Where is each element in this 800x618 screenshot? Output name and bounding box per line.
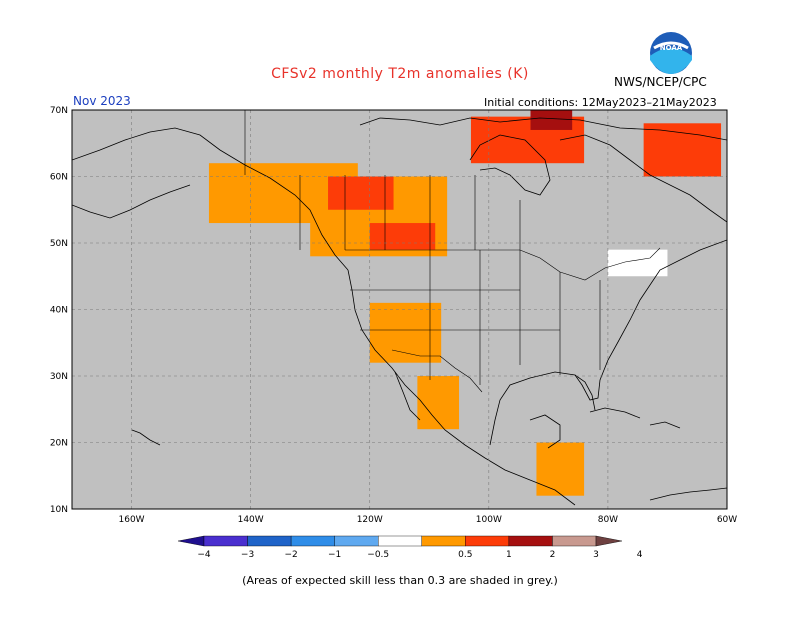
lat-tick-label: 70N — [50, 106, 68, 116]
colorbar-tick-label: −4 — [197, 550, 211, 560]
agency-label: NWS/NCEP/CPC — [614, 75, 707, 89]
colorbar-bin — [595, 535, 623, 547]
noaa-logo-icon: NOAA — [650, 32, 692, 74]
anomaly-region-great-lakes-neutral — [607, 249, 668, 277]
coastline-yucatan — [529, 414, 561, 449]
coastline-florida — [574, 239, 727, 401]
colorbar-tick-label: −3 — [241, 550, 254, 560]
lon-tick-label: 120W — [357, 515, 383, 525]
lat-tick-label: 40N — [50, 306, 68, 316]
longitude-labels: 160W 140W 120W 100W 80W 60W — [119, 515, 738, 525]
colorbar-bin — [334, 535, 379, 547]
map-frame — [71, 109, 728, 510]
lon-tick-label: 80W — [598, 515, 618, 525]
lon-tick-label: 60W — [717, 515, 737, 525]
colorbar: −4 −3 −2 −1 −0.5 0.5 1 2 3 4 — [177, 535, 643, 560]
colorbar-tick-label: 0.5 — [458, 550, 472, 560]
coastline-south-america — [649, 487, 727, 501]
colorbar-tick-label: 2 — [550, 550, 556, 560]
lon-tick-label: 100W — [476, 515, 502, 525]
coastline-hudson-bay — [469, 134, 551, 196]
colorbar-tick-label: −1 — [328, 550, 341, 560]
anomaly-region-central-america — [536, 442, 585, 496]
border-us-mexico — [391, 349, 483, 393]
colorbar-bin — [552, 535, 597, 547]
coastline-pacific-us — [347, 269, 576, 506]
colorbar-tick-label: −0.5 — [367, 550, 389, 560]
coastlines — [72, 117, 727, 506]
anomaly-region-alberta — [369, 223, 436, 250]
colorbar-bin — [508, 535, 553, 547]
latitude-labels: 10N 20N 30N 40N 50N 60N 70N — [50, 106, 68, 515]
anomaly-region-southwest-us — [369, 302, 442, 363]
anomaly-region-mexico-west — [417, 376, 460, 430]
lon-tick-label: 140W — [238, 515, 264, 525]
political-boundaries — [244, 110, 661, 393]
colorbar-bin — [203, 535, 248, 547]
lon-tick-label: 160W — [119, 515, 145, 525]
map-title: CFSv2 monthly T2m anomalies (K) — [271, 66, 529, 82]
colorbar-tick-label: −2 — [284, 550, 297, 560]
coastline-arctic-islands — [359, 117, 727, 141]
colorbar-bin — [378, 535, 422, 547]
lat-tick-label: 10N — [50, 505, 68, 515]
anomaly-region-hudson-core — [530, 110, 573, 130]
coastline-gulf — [489, 371, 596, 446]
graticule — [72, 110, 727, 509]
colorbar-bin — [465, 535, 510, 547]
noaa-logo-text: NOAA — [660, 44, 683, 52]
colorbar-bin — [247, 535, 292, 547]
colorbar-tick-label: 3 — [593, 550, 599, 560]
colorbar-tick-label: 4 — [637, 550, 643, 560]
lat-tick-label: 30N — [50, 372, 68, 382]
skill-footnote: (Areas of expected skill less than 0.3 a… — [242, 574, 558, 587]
anomaly-region-bc-interior — [328, 176, 394, 210]
coastline-hawaii — [131, 429, 161, 446]
colorbar-tick-label: 1 — [506, 550, 512, 560]
coastline-alaska — [72, 127, 349, 271]
coastline-aleutians — [72, 184, 191, 219]
colorbar-bin — [290, 535, 335, 547]
border-state-lines — [350, 250, 601, 385]
colorbar-bin — [177, 535, 205, 547]
lat-tick-label: 60N — [50, 173, 68, 183]
border-provinces — [299, 175, 521, 250]
initial-conditions: Initial conditions: 12May2023–21May2023 — [484, 96, 717, 109]
colorbar-bin — [421, 535, 466, 547]
coastline-hispaniola — [649, 421, 681, 429]
coastline-cuba — [589, 407, 641, 419]
border-us-canada — [345, 247, 661, 281]
forecast-month: Nov 2023 — [73, 94, 131, 108]
coastline-labrador — [559, 134, 727, 223]
lat-tick-label: 50N — [50, 239, 68, 249]
anomaly-region-baffin — [643, 123, 722, 177]
lat-tick-label: 20N — [50, 439, 68, 449]
coastline-baja — [394, 371, 421, 421]
